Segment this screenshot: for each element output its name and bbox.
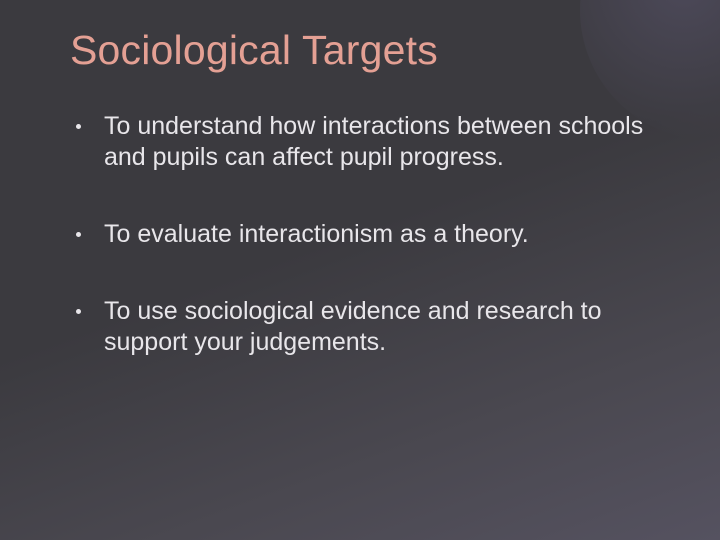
bullet-item: To evaluate interactionism as a theory. [76,219,665,250]
bullet-item: To understand how interactions between s… [76,111,665,173]
slide-container: Sociological Targets To understand how i… [0,0,720,540]
bullet-item: To use sociological evidence and researc… [76,296,665,358]
bullet-list: To understand how interactions between s… [70,111,665,358]
slide-title: Sociological Targets [70,28,665,73]
